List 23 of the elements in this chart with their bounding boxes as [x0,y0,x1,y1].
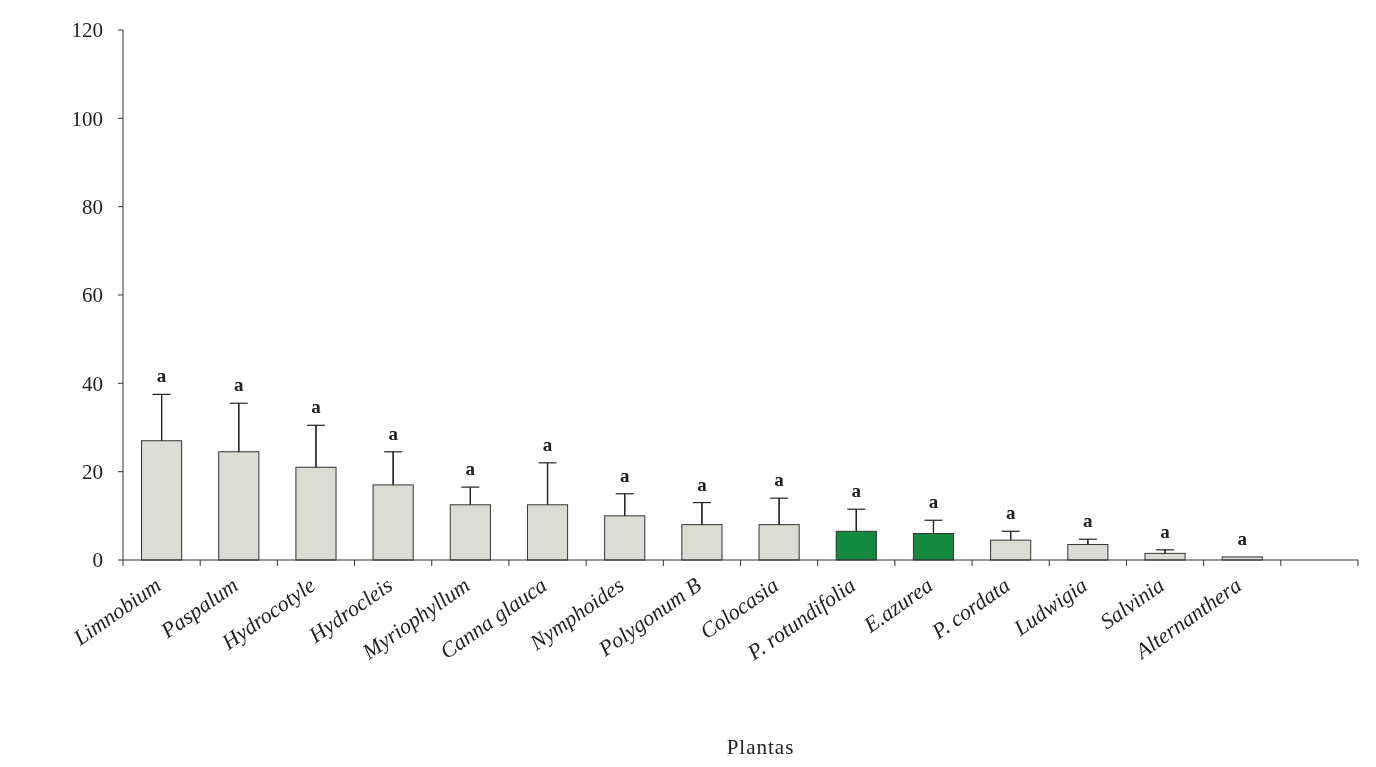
y-tick-label: 100 [71,106,103,131]
annotation: a [697,473,708,495]
annotation: a [156,365,167,387]
y-tick-label: 120 [71,18,103,43]
y-tick-label: 0 [92,548,103,573]
y-tick-label: 20 [82,460,103,485]
annotation: a [851,480,862,502]
annotation: a [234,374,245,396]
y-tick-label: 60 [82,283,103,308]
y-tick-label: 40 [82,371,103,396]
annotation: a [1160,520,1171,542]
x-axis-title: Plantas [726,735,795,759]
annotation: a [928,491,939,513]
annotation: a [1237,527,1248,549]
annotation: a [1005,502,1016,524]
annotation: a [774,469,785,491]
annotation: a [311,396,322,418]
annotation: a [542,433,553,455]
y-tick-label: 80 [82,195,103,220]
annotation: a [465,458,476,480]
annotation: a [388,422,399,444]
annotation: a [619,464,630,486]
annotation: a [1083,510,1094,532]
